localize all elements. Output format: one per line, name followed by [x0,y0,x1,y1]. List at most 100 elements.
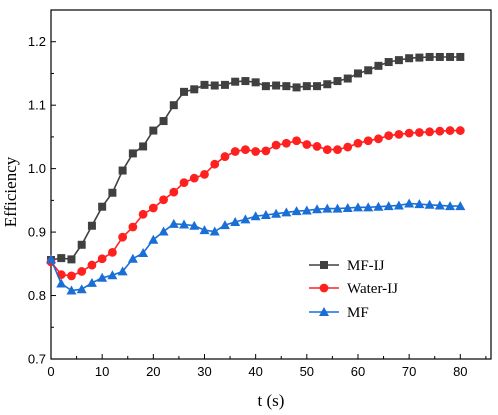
series-mf [46,198,466,295]
legend-marker-water-ij [319,283,329,293]
data-point-mf-ij [231,77,240,86]
data-point-water-ij [148,203,158,213]
y-tick-label: 1.0 [28,161,46,176]
data-point-mf [312,204,323,214]
data-point-water-ij [138,209,148,219]
y-tick-label: 0.9 [28,225,46,240]
y-tick-label: 1.1 [28,98,46,113]
data-point-mf-ij [241,77,250,86]
legend-entry-mf: MF [309,305,369,321]
data-point-mf-ij [251,78,260,87]
data-point-mf [445,201,456,211]
data-point-water-ij [353,138,363,148]
data-point-mf [322,203,333,213]
data-point-mf-ij [57,254,66,263]
data-point-water-ij [107,247,117,257]
data-point-mf-ij [159,117,168,126]
data-point-mf-ij [272,81,281,90]
data-point-mf-ij [302,82,311,91]
y-tick-label: 1.2 [28,34,46,49]
legend-label-water-ij: Water-IJ [347,281,398,297]
data-point-mf-ij [333,77,342,86]
x-tick-label: 20 [146,364,160,379]
data-point-mf [404,198,415,208]
data-point-mf [158,226,169,236]
data-point-mf-ij [394,56,403,65]
data-point-mf [363,202,374,212]
data-point-water-ij [118,232,128,242]
data-point-mf-ij [190,85,199,94]
data-point-water-ij [425,127,435,137]
legend-label-mf-ij: MF-IJ [347,258,385,274]
data-point-mf-ij [87,221,96,230]
plot-frame [50,9,492,360]
data-point-water-ij [445,126,455,135]
data-point-water-ij [404,128,414,138]
data-point-mf-ij [364,66,373,75]
series-line-mf-ij [50,56,461,261]
data-point-mf-ij [435,52,444,61]
data-point-mf-ij [353,69,362,78]
data-point-water-ij [77,267,87,276]
data-point-water-ij [159,195,168,205]
data-point-mf-ij [108,188,117,197]
data-point-water-ij [292,136,301,146]
data-point-mf [240,214,251,224]
data-point-water-ij [322,145,332,155]
data-point-mf-ij [313,82,322,91]
data-point-water-ij [271,140,281,150]
legend-symbol [320,261,328,269]
x-tick-label: 50 [300,364,314,379]
data-point-mf-ij [415,53,424,62]
data-point-water-ij [455,126,465,135]
legend-label-mf: MF [347,305,369,321]
data-point-water-ij [281,138,291,148]
data-point-mf [281,207,292,217]
data-point-mf [46,254,56,264]
data-point-mf-ij [343,74,352,83]
data-point-mf-ij [128,149,137,158]
legend: MF-IJ Water-IJ MF [309,258,398,321]
series-layer [46,52,466,295]
data-point-mf [127,253,138,263]
data-point-mf [97,272,108,282]
data-point-water-ij [312,142,322,151]
data-point-mf [260,209,271,219]
data-point-water-ij [220,152,230,161]
data-point-mf [434,200,445,210]
data-point-water-ij [333,145,342,155]
data-point-mf-ij [405,54,414,63]
data-point-mf-ij [77,240,86,249]
data-point-mf-ij [98,202,107,211]
data-point-mf-ij [446,52,455,61]
y-axis-title: Efficiency [1,156,20,227]
x-tick-label: 80 [453,364,467,379]
data-point-water-ij [230,147,240,156]
legend-marker-mf-ij [320,261,328,269]
data-point-mf [291,206,302,216]
data-point-mf [66,285,77,295]
data-point-water-ij [251,147,261,156]
x-tick-label: 60 [351,364,365,379]
data-point-water-ij [179,178,189,187]
legend-symbol [319,307,329,316]
data-point-mf-ij [200,80,209,89]
data-point-water-ij [128,222,138,232]
data-point-water-ij [394,129,404,139]
data-point-water-ij [200,169,209,179]
data-point-mf [138,248,149,258]
data-point-water-ij [302,140,312,149]
y-tick-label: 0.7 [28,352,46,367]
x-tick-label: 70 [402,364,416,379]
data-point-water-ij [363,136,373,146]
data-point-water-ij [97,254,107,264]
data-point-mf-ij [169,101,178,110]
data-point-water-ij [189,173,199,183]
data-point-mf [393,200,404,210]
data-point-mf-ij [374,61,383,70]
data-point-mf [383,201,394,211]
data-point-mf [332,203,343,213]
data-point-mf [189,220,200,230]
x-tick-label: 0 [47,364,54,379]
